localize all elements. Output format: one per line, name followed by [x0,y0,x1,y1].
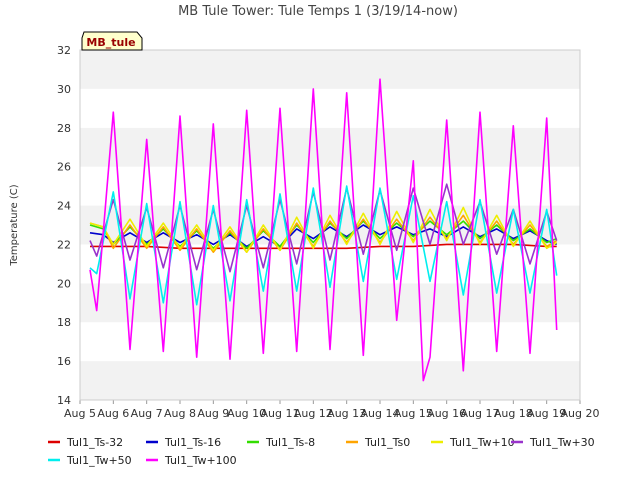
legend-label-tul1-tw-100: Tul1_Tw+100 [164,454,237,467]
series-line-tul1-tw-100 [89,78,558,382]
site-badge: MB_tule [81,31,143,51]
site-badge-label: MB_tule [86,36,135,49]
x-tick-label: Aug 13 [327,407,366,420]
grid-band [80,283,580,323]
y-tick-label: 24 [57,200,71,213]
legend-label-tul1-ts-32: Tul1_Ts-32 [66,436,123,449]
x-tick-label: Aug 12 [294,407,333,420]
x-tick-label: Aug 14 [361,407,400,420]
grid-band [80,166,580,206]
y-tick-label: 14 [57,394,71,407]
y-tick-label: 28 [57,122,71,135]
legend-label-tul1-ts-8: Tul1_Ts-8 [265,436,315,449]
x-tick-label: Aug 18 [494,407,533,420]
x-tick-label: Aug 8 [164,407,196,420]
x-tick-label: Aug 15 [394,407,433,420]
y-tick-label: 22 [57,238,71,251]
x-tick-label: Aug 16 [427,407,466,420]
site-badge-box [81,31,143,51]
y-tick-label: 16 [57,355,71,368]
grid-band [80,88,580,128]
legend-label-tul1-tw-50: Tul1_Tw+50 [66,454,132,467]
plot-frame [79,49,581,401]
grid-band [80,127,580,167]
x-tick-label: Aug 7 [131,407,163,420]
y-tick-label: 30 [57,83,71,96]
series-line-tul1-ts-32 [90,243,557,250]
y-tick-label: 18 [57,316,71,329]
series-line-tul1-tw-10 [89,206,558,253]
y-tick-label: 20 [57,277,71,290]
x-tick-label: Aug 9 [197,407,229,420]
x-tick-label: Aug 20 [561,407,600,420]
y-tick-label: 26 [57,161,71,174]
x-tick-label: Aug 11 [261,407,300,420]
grid-band [80,361,580,400]
grid-band [80,50,580,89]
x-tick-label: Aug 17 [461,407,500,420]
legend-label-tul1-tw-10: Tul1_Tw+10 [449,436,515,449]
x-tick-label: Aug 6 [97,407,129,420]
chart-title: MB Tule Tower: Tule Temps 1 (3/19/14-now… [178,4,458,19]
series-line-tul1-tw-50 [89,185,558,306]
x-tick-label: Aug 5 [64,407,96,420]
grid-band [80,244,580,284]
y-axis-label: Temperature (C) [9,184,20,266]
x-tick-label: Aug 10 [227,407,266,420]
legend-label-tul1-tw-30: Tul1_Tw+30 [529,436,595,449]
y-tick-label: 32 [57,44,71,57]
legend-label-tul1-ts-16: Tul1_Ts-16 [164,436,221,449]
legend-label-tul1-ts0: Tul1_Ts0 [364,436,410,449]
x-tick-label: Aug 19 [527,407,566,420]
